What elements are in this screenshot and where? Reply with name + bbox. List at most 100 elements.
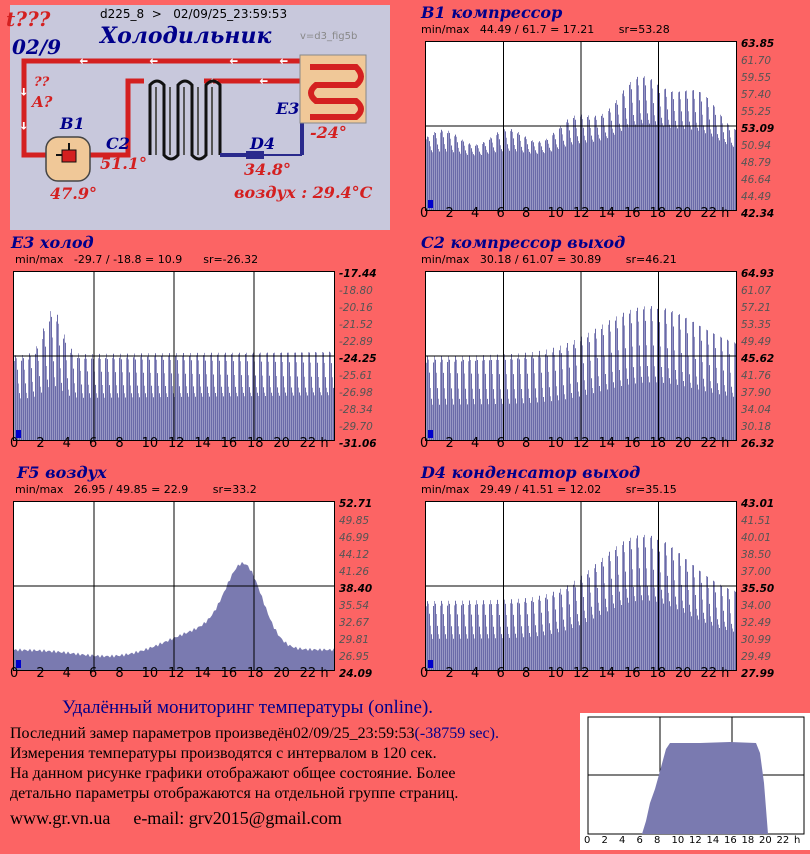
x-tick-label: 4 — [471, 666, 480, 681]
x-tick-label: 20 — [273, 436, 290, 451]
footer-contacts: www.gr.vn.ua e-mail: grv2015@gmail.com — [10, 808, 342, 829]
mini-x-tick: 14 — [706, 835, 720, 846]
y-tick-label: 35.54 — [339, 600, 370, 612]
y-tick-label: 35.50 — [741, 583, 775, 595]
mini-x-tick: 10 — [671, 835, 685, 846]
sensor-b1-label: B1 — [60, 114, 85, 133]
y-tick-label: 38.50 — [741, 549, 772, 561]
x-tick-label: 22 h — [299, 666, 329, 681]
x-tick-label: 10 — [141, 666, 159, 681]
x-tick-label: 20 — [675, 666, 692, 681]
y-tick-label: 61.07 — [741, 285, 772, 297]
grid — [426, 42, 736, 210]
y-tick-label: 32.67 — [339, 617, 370, 629]
chart-stats: min/max 44.49 / 61.7 = 17.21 sr=53.28 — [421, 23, 670, 36]
fridge-schema-panel: ← ← ← ← ← ← ↓ ↓ t??? 02/9 — [6, 5, 390, 230]
y-tick-label: -31.06 — [339, 438, 377, 450]
y-tick-label: 50.94 — [741, 140, 772, 152]
y-tick-label: 42.34 — [741, 208, 775, 220]
footer-line-1: Последний замер параметров произведён02/… — [10, 725, 499, 743]
mini-x-tick: 22 — [776, 835, 790, 846]
version-label: v=d3_fig5b — [300, 31, 358, 42]
svg-text:←: ← — [280, 57, 288, 67]
x-tick-label: 4 — [471, 206, 480, 221]
chart-svg — [426, 272, 736, 440]
y-tick-label: 64.93 — [741, 268, 775, 280]
y-tick-label: -18.80 — [339, 285, 373, 297]
x-tick-label: 6 — [89, 436, 98, 451]
mini-x-tick: 0 — [584, 835, 591, 846]
y-tick-label: 30.99 — [741, 634, 772, 646]
condenser-coil — [148, 79, 222, 161]
x-tick-label: 0 — [420, 436, 429, 451]
grid — [426, 272, 736, 440]
x-tick-label: 2 — [36, 666, 45, 681]
grid — [14, 272, 334, 440]
schema-title: Холодильник — [100, 23, 272, 49]
chart-panel-e3: E3 холод min/max -29.7 / -18.8 = 10.9 sr… — [5, 233, 400, 451]
y-tick-label: 63.85 — [741, 38, 775, 50]
y-tick-label: 46.64 — [741, 174, 772, 186]
svg-text:←: ← — [80, 57, 88, 67]
fridge-schema-diagram: ← ← ← ← ← ← ↓↓ — [20, 54, 367, 182]
y-tick-label: 49.85 — [339, 515, 370, 527]
x-tick-label: 8 — [522, 436, 531, 451]
chart-title: C2 компрессор выход — [421, 233, 626, 252]
current-marker — [428, 430, 433, 438]
x-tick-label: 18 — [649, 666, 667, 681]
website-link[interactable]: www.gr.vn.ua — [10, 808, 111, 828]
email-link[interactable]: e-mail: grv2015@gmail.com — [133, 808, 342, 828]
x-tick-label: 2 — [445, 436, 454, 451]
x-tick-label: 18 — [247, 666, 264, 681]
q-mark: ?? — [34, 75, 50, 90]
sensor-a-label: A? — [32, 93, 53, 111]
sensor-c2-label: C2 — [106, 134, 130, 153]
seconds-ago: (-38759 sec). — [414, 725, 499, 742]
y-tick-label: 27.99 — [741, 668, 775, 680]
y-tick-label: 61.70 — [741, 55, 772, 67]
x-tick-label: 16 — [624, 666, 641, 681]
x-tick-label: 2 — [36, 436, 45, 451]
y-tick-label: 49.49 — [741, 336, 772, 348]
x-tick-label: 14 — [598, 436, 616, 451]
x-tick-label: 12 — [573, 206, 590, 221]
x-tick-label: 4 — [62, 666, 71, 681]
chart-panel-b1: B1 компрессор min/max 44.49 / 61.7 = 17.… — [415, 3, 810, 221]
chart-plot — [13, 271, 335, 441]
x-tick-label: 4 — [471, 436, 480, 451]
x-tick-label: 22 h — [299, 436, 329, 451]
date-short: 02/9 — [12, 35, 62, 59]
y-tick-label: -21.52 — [339, 319, 373, 331]
x-tick-label: 6 — [496, 666, 505, 681]
x-tick-label: 16 — [624, 436, 641, 451]
y-tick-label: 46.99 — [339, 532, 370, 544]
mini-chart-panel: 0 2 4 6 8 10 12 14 16 18 20 22 h — [580, 713, 810, 850]
grid — [14, 502, 334, 670]
x-tick-label: 0 — [420, 206, 429, 221]
x-tick-label: 22 h — [700, 436, 730, 451]
y-tick-label: 48.79 — [741, 157, 772, 169]
svg-text:←: ← — [230, 57, 238, 67]
current-marker — [428, 660, 433, 668]
y-tick-label: 37.90 — [741, 387, 772, 399]
mini-x-tick: 4 — [619, 835, 626, 846]
mini-x-tick: 6 — [636, 835, 643, 846]
svg-text:↓: ↓ — [20, 122, 28, 132]
x-tick-label: 20 — [675, 206, 692, 221]
y-tick-label: -24.25 — [339, 353, 377, 365]
x-tick-label: 10 — [141, 436, 159, 451]
x-tick-label: 12 — [573, 666, 590, 681]
footer-line-3: На данном рисунке графики отображают общ… — [10, 765, 456, 782]
air-temperature: воздух : 29.4°C — [234, 183, 373, 202]
status-code: t??? — [6, 7, 51, 31]
footer-line-2: Измерения температуры производятся с инт… — [10, 745, 437, 762]
y-tick-label: 59.55 — [741, 72, 772, 84]
y-tick-label: 45.62 — [741, 353, 775, 365]
mini-x-tick: h — [794, 835, 801, 846]
mini-x-tick: 12 — [689, 835, 702, 846]
y-tick-label: 43.01 — [741, 498, 775, 510]
footer-heading: Удалённый мониторинг температуры (online… — [62, 697, 434, 718]
x-tick-label: 22 h — [700, 666, 730, 681]
sensor-e3-temp: -24° — [310, 123, 347, 142]
chart-panel-f5: F5 воздух min/max 26.95 / 49.85 = 22.9 s… — [5, 463, 400, 681]
